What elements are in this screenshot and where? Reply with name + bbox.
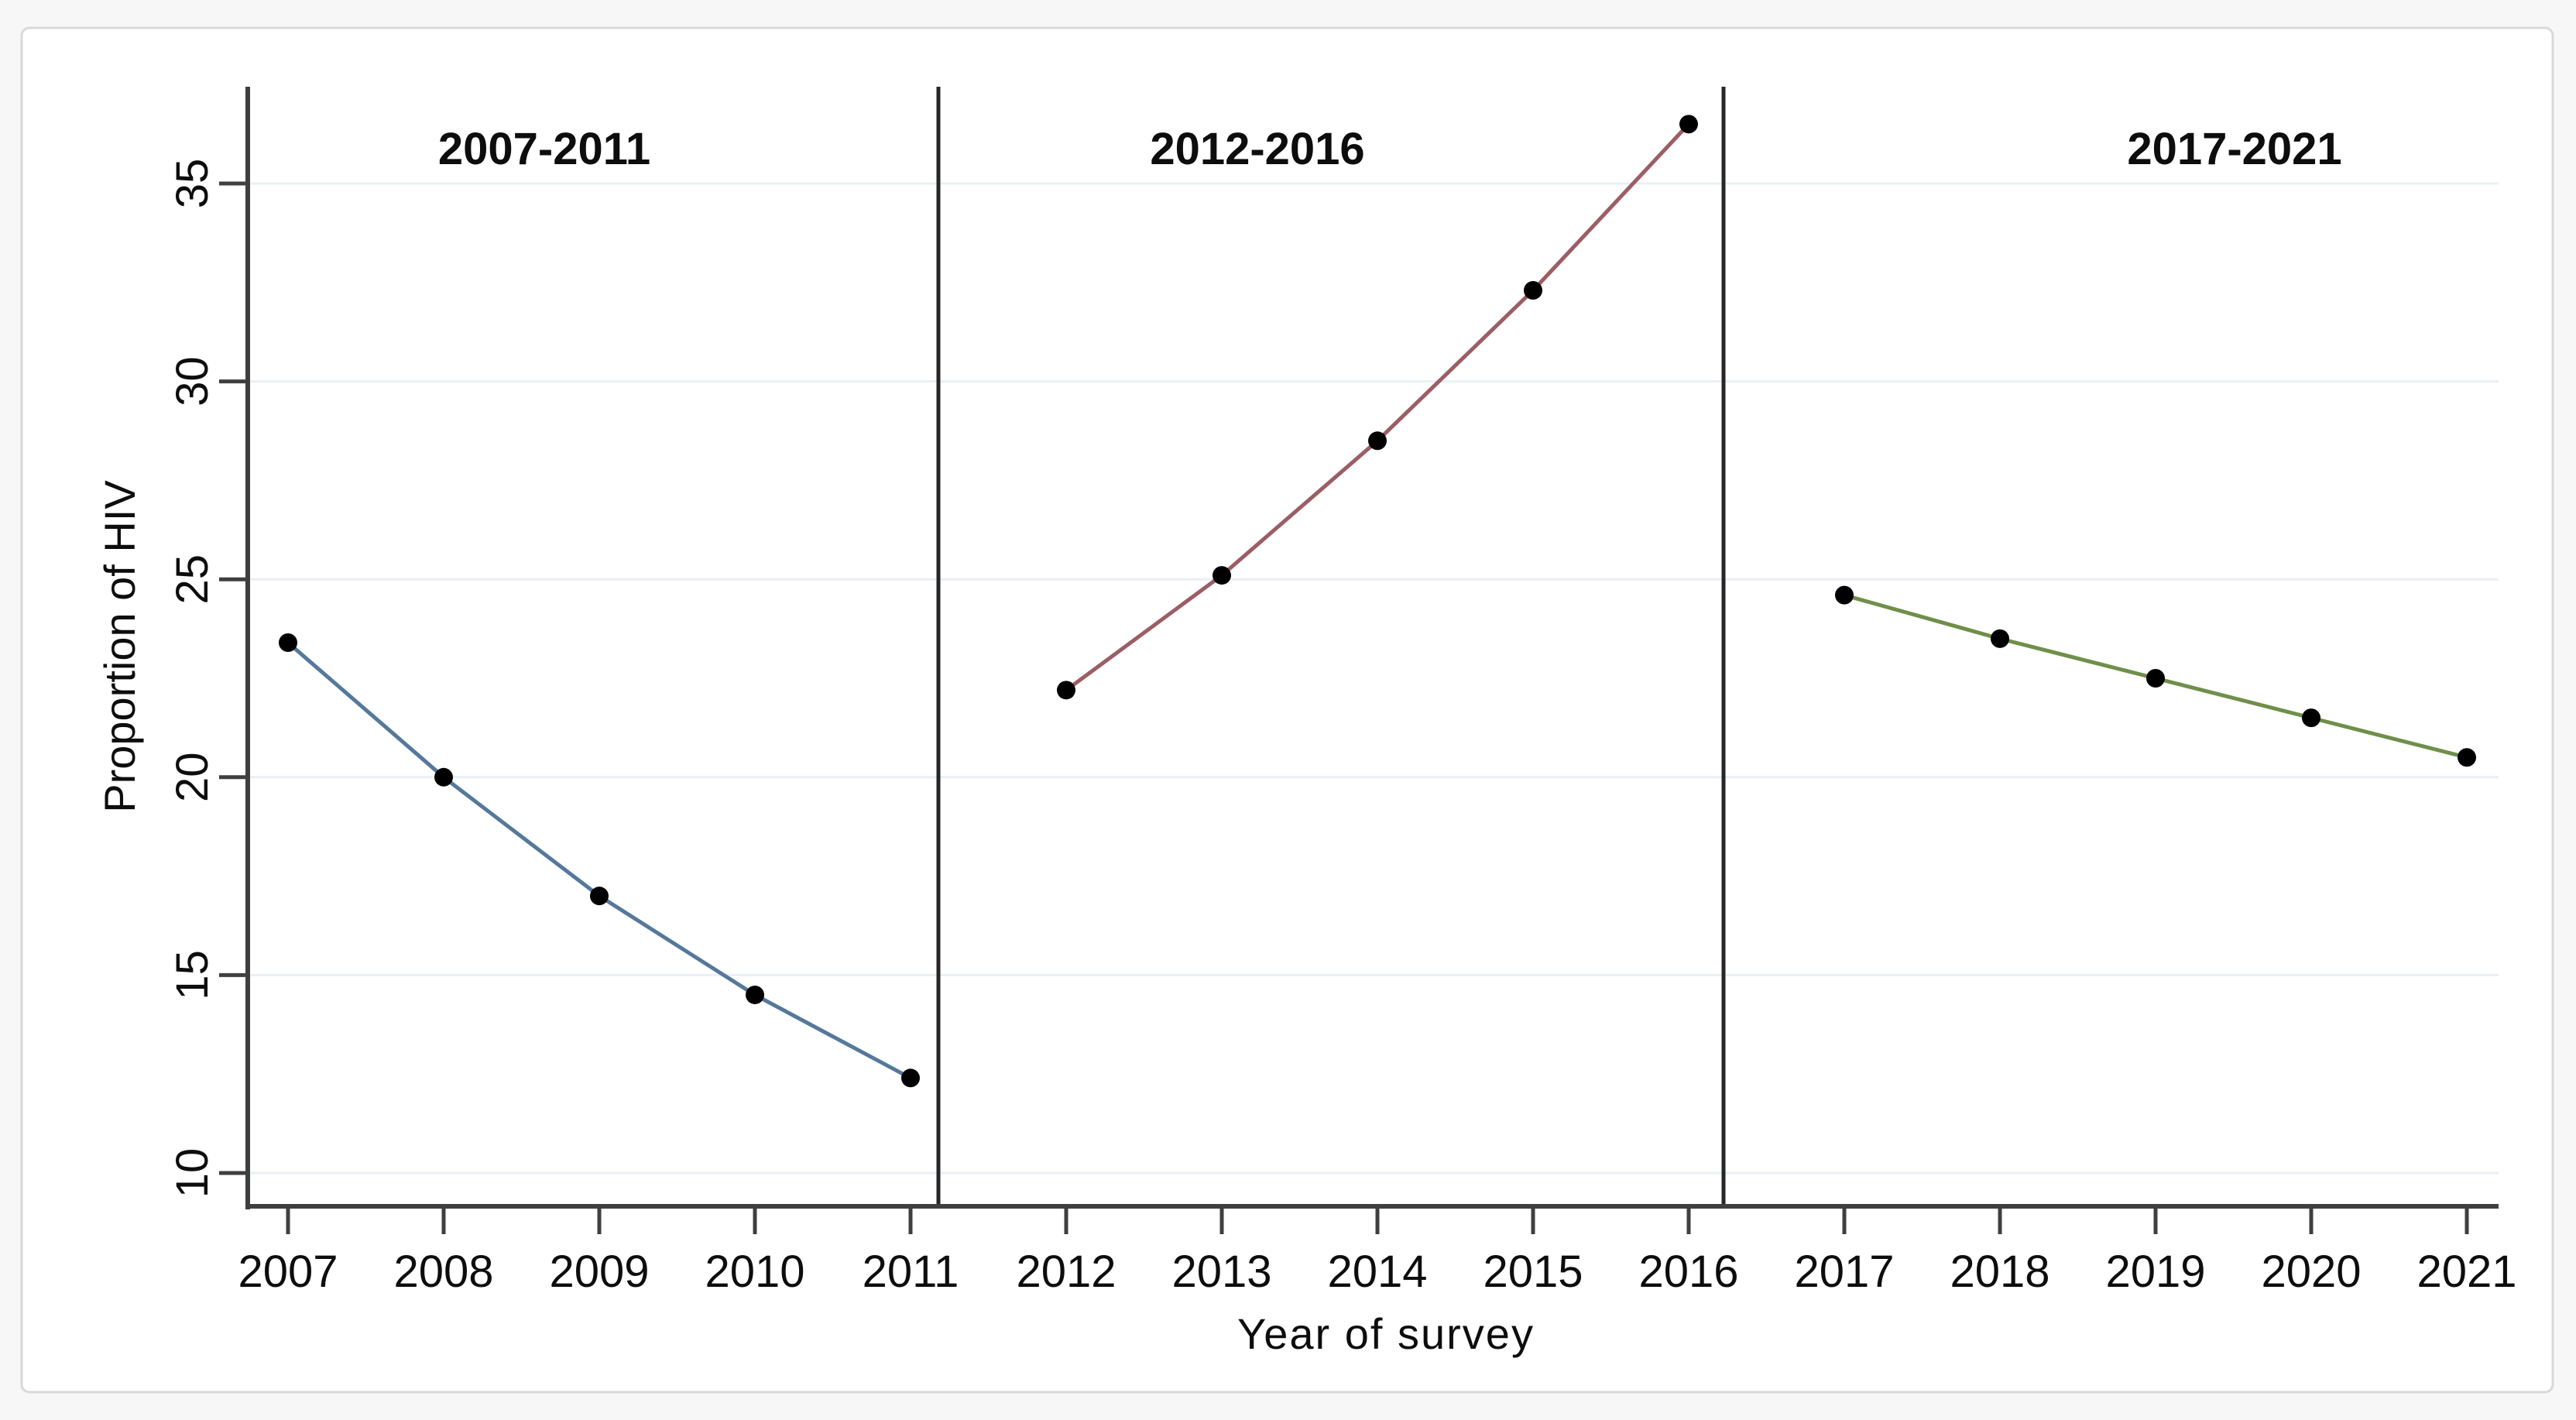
y-tick-label: 35 [167, 159, 218, 209]
panel-dividers [936, 87, 1726, 1206]
y-axis: 10 15 20 25 30 35 [167, 87, 250, 1209]
data-point [1368, 431, 1387, 451]
panel-titles: 2007-2011 2012-2016 2017-2021 [438, 124, 2342, 174]
x-tick-label: 2012 [1016, 1247, 1116, 1297]
panel-title: 2017-2021 [2127, 124, 2341, 174]
x-tick-label: 2007 [238, 1247, 338, 1297]
panel-title: 2012-2016 [1150, 124, 1364, 174]
series-lines-and-points [279, 115, 2476, 1088]
chart-panel [20, 26, 2554, 1394]
data-point [1991, 629, 2009, 648]
data-point [901, 1068, 920, 1088]
x-tick-label: 2017 [1794, 1247, 1894, 1297]
y-tick-label: 10 [167, 1148, 218, 1199]
x-tick-label: 2014 [1327, 1247, 1427, 1297]
x-axis-title: Year of survey [1237, 1309, 1535, 1358]
data-point [590, 887, 609, 906]
y-tick-label: 30 [167, 356, 218, 406]
data-point [746, 985, 764, 1004]
data-point [1524, 281, 1542, 300]
y-tick-label: 15 [167, 950, 218, 1000]
data-point [434, 767, 453, 787]
panel-title: 2007-2011 [438, 124, 650, 174]
x-tick-label: 2020 [2261, 1247, 2361, 1297]
data-point [2146, 669, 2165, 688]
x-tick-label: 2008 [393, 1247, 493, 1297]
x-tick-label: 2021 [2417, 1247, 2516, 1297]
y-tick-label: 20 [167, 753, 218, 803]
data-point [279, 633, 297, 652]
data-point [1835, 585, 1854, 605]
x-tick-label: 2013 [1171, 1247, 1271, 1297]
x-tick-label: 2010 [705, 1247, 804, 1297]
data-point [1057, 681, 1075, 700]
data-point [2302, 708, 2320, 728]
x-tick-label: 2019 [2105, 1247, 2205, 1297]
data-point [2458, 748, 2476, 767]
x-tick-label: 2009 [549, 1247, 649, 1297]
x-axis: 2007 2008 2009 2010 2011 2012 2013 2014 2015 2016… [238, 1204, 2517, 1297]
x-tick-label: 2016 [1638, 1247, 1738, 1297]
data-point [1679, 115, 1698, 134]
data-point [1213, 566, 1231, 585]
x-tick-label: 2011 [863, 1247, 959, 1297]
y-axis-title: Proportion of HIV [95, 480, 144, 813]
y-tick-label: 25 [167, 554, 218, 605]
x-tick-label: 2018 [1950, 1247, 2049, 1297]
x-tick-label: 2015 [1483, 1247, 1583, 1297]
gridlines [248, 182, 2499, 1175]
